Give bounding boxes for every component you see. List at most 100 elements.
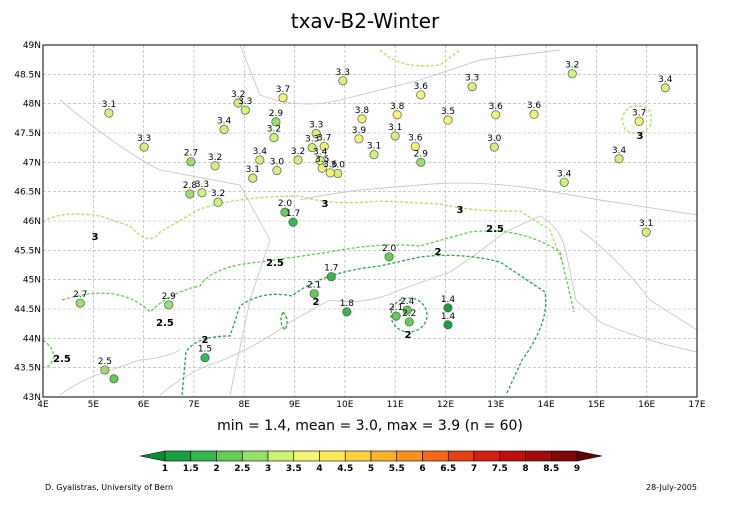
- contour-2: [280, 310, 288, 332]
- station: [255, 155, 265, 165]
- station: [325, 168, 335, 178]
- colorbar-box: [319, 450, 346, 462]
- station-label: 3.1: [388, 123, 402, 133]
- contour-label: 2: [405, 330, 412, 341]
- station-label: 3.1: [102, 100, 116, 110]
- station-label: 3.9: [352, 126, 367, 136]
- contour-2-5: [42, 339, 55, 368]
- station: [384, 252, 394, 262]
- station-label: 3.6: [323, 160, 338, 170]
- station-label: 3.1: [639, 219, 653, 229]
- colorbar-box: [422, 450, 449, 462]
- station: [402, 305, 412, 315]
- colorbar-tick-label: 2.5: [234, 464, 250, 474]
- x-tick-label: 12E: [437, 400, 454, 410]
- station: [416, 157, 426, 167]
- station: [164, 300, 174, 310]
- colorbar: 1 1.5 2 2.5 3 3.5 4 4.5 5 5.5 6 6.5 7 7.5 8 8.5 9: [139, 450, 603, 474]
- station: [197, 188, 207, 198]
- station: [567, 69, 577, 79]
- station-label: 3.6: [408, 133, 423, 143]
- contour-label: 2: [435, 247, 442, 258]
- colorbar-box: [499, 450, 526, 462]
- map-frame: [42, 44, 698, 398]
- contour-label: 3: [92, 232, 99, 243]
- y-tick-label: 44N: [23, 334, 41, 344]
- station-label: 3.6: [414, 82, 429, 92]
- station: [280, 207, 290, 217]
- x-tick-label: 11E: [387, 400, 404, 410]
- contour-label: 2: [202, 335, 209, 346]
- colorbar-box: [447, 450, 475, 462]
- station-label: 3.6: [489, 102, 504, 112]
- station: [288, 217, 298, 227]
- station: [641, 227, 651, 237]
- station: [489, 142, 499, 152]
- station: [529, 109, 539, 119]
- station: [278, 93, 288, 103]
- contour-label: 2.5: [486, 224, 504, 235]
- colorbar-tick-label: 2: [213, 464, 219, 474]
- x-tick-label: 17E: [688, 400, 705, 410]
- station-label: 3.2: [565, 61, 579, 71]
- colorbar-end: [576, 450, 603, 462]
- station: [634, 116, 644, 126]
- colorbar-tick-label: 1.5: [183, 464, 199, 474]
- coastlines: [59, 44, 698, 396]
- station: [233, 98, 243, 108]
- station: [467, 82, 477, 92]
- colorbar-tick-label: 1: [162, 464, 168, 474]
- station: [317, 163, 327, 173]
- station-label: 3.3: [305, 135, 319, 145]
- contour-3: [379, 49, 461, 67]
- colorbar-box: [344, 450, 372, 462]
- credit: D. Gyalistras, University of Bern: [45, 483, 173, 492]
- y-tick-label: 44.5N: [14, 305, 41, 315]
- colorbar-end: [139, 450, 166, 462]
- stations: 3.13.33.43.23.33.73.33.33.23.43.62.9 3.8 3…: [73, 61, 673, 384]
- station-label: 1.5: [198, 345, 212, 355]
- station: [319, 141, 329, 152]
- contour-2: [181, 254, 547, 396]
- colorbar-box: [550, 450, 578, 462]
- station-label: 2.9: [414, 149, 429, 159]
- station-label: 3.4: [313, 148, 328, 158]
- station-label: 3.4: [217, 116, 232, 126]
- station: [272, 165, 282, 176]
- station: [269, 133, 279, 143]
- station-label: 3.6: [527, 101, 542, 111]
- colorbar-box: [396, 450, 423, 462]
- station: [219, 124, 229, 135]
- station-label: 2.5: [98, 357, 112, 367]
- colorbar-box: [190, 450, 217, 462]
- station-label: 3.3: [195, 180, 209, 190]
- station-label: 2.2: [402, 309, 416, 319]
- station: [660, 83, 670, 93]
- station-label: 3.3: [137, 134, 151, 144]
- station-label: 1.8: [340, 299, 355, 309]
- station-label: 3.4: [658, 75, 673, 85]
- station-label: 2.8: [183, 181, 198, 191]
- colorbar-tick-label: 7.5: [492, 464, 508, 474]
- station: [185, 189, 195, 199]
- station: [443, 115, 453, 125]
- station: [614, 154, 624, 164]
- station-label: 1.7: [286, 209, 300, 219]
- y-tick-label: 46N: [23, 217, 41, 227]
- station: [213, 197, 223, 207]
- station: [271, 117, 281, 127]
- station: [333, 168, 343, 179]
- colorbar-tick-label: 8: [522, 464, 528, 474]
- station: [357, 114, 367, 124]
- station-label: 3.8: [355, 106, 370, 116]
- station: [410, 141, 420, 152]
- y-tick-label: 48N: [23, 100, 41, 110]
- colorbar-box: [216, 450, 243, 462]
- y-tick-label: 45.5N: [14, 246, 41, 256]
- station: [210, 161, 220, 171]
- station-label: 2.7: [184, 149, 198, 159]
- x-tick-label: 5E: [88, 400, 100, 410]
- colorbar-box: [164, 450, 192, 462]
- y-tick-label: 46.5N: [14, 188, 41, 198]
- y-tick-label: 49N: [23, 41, 41, 51]
